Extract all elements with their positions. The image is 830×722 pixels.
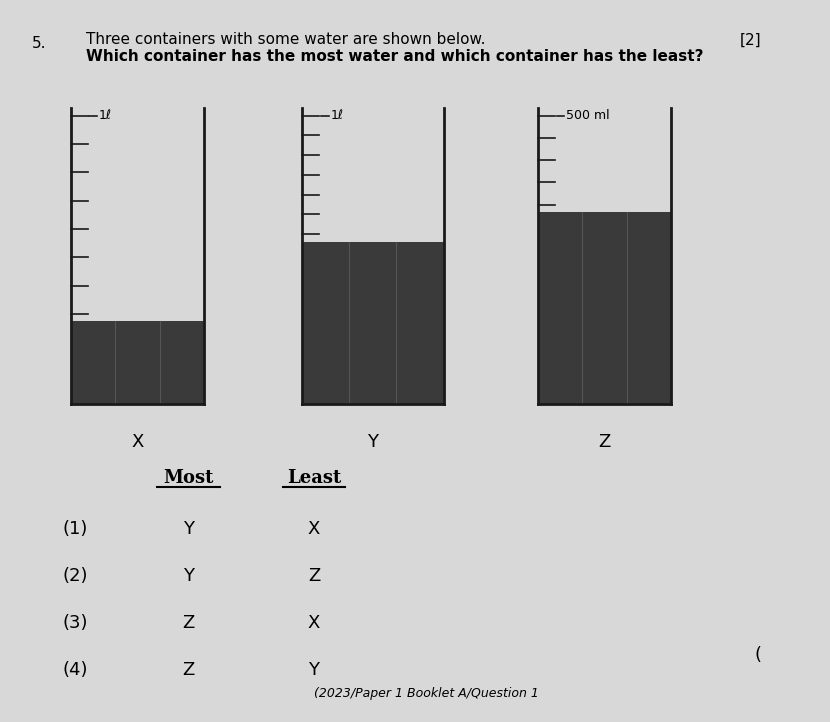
Text: Y: Y xyxy=(309,661,320,679)
Text: Y: Y xyxy=(368,433,378,451)
Text: Y: Y xyxy=(183,520,194,538)
Text: 1ℓ: 1ℓ xyxy=(330,109,344,122)
Text: Z: Z xyxy=(598,433,611,451)
Bar xyxy=(71,321,204,404)
Text: Z: Z xyxy=(183,661,194,679)
Text: Z: Z xyxy=(308,567,320,585)
Text: (2023/Paper 1 Booklet A/Question 1: (2023/Paper 1 Booklet A/Question 1 xyxy=(314,687,539,700)
Text: 500 ml: 500 ml xyxy=(566,109,609,122)
Text: Least: Least xyxy=(287,469,341,487)
Text: (: ( xyxy=(754,646,761,664)
Text: [2]: [2] xyxy=(740,32,761,48)
Text: X: X xyxy=(131,433,144,451)
Text: (1): (1) xyxy=(63,520,88,538)
Text: Three containers with some water are shown below.: Three containers with some water are sho… xyxy=(86,32,486,48)
Text: (3): (3) xyxy=(63,614,88,632)
Text: X: X xyxy=(308,520,320,538)
Text: Most: Most xyxy=(164,469,213,487)
Bar xyxy=(302,241,443,404)
Text: Y: Y xyxy=(183,567,194,585)
Text: (4): (4) xyxy=(63,661,88,679)
Text: (2): (2) xyxy=(63,567,88,585)
Text: Which container has the most water and which container has the least?: Which container has the most water and w… xyxy=(86,49,704,64)
Text: 5.: 5. xyxy=(32,36,46,51)
Text: Z: Z xyxy=(183,614,194,632)
Bar xyxy=(538,212,671,404)
Text: X: X xyxy=(308,614,320,632)
Text: 1ℓ: 1ℓ xyxy=(99,109,112,122)
